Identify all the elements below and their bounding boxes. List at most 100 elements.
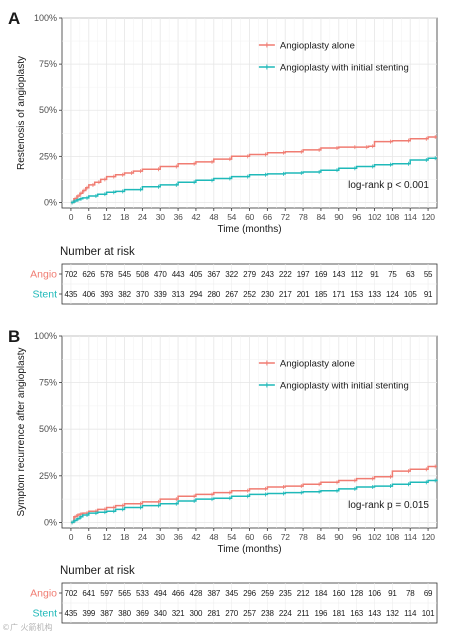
risk-value: 171 — [332, 290, 345, 299]
risk-value: 382 — [118, 290, 131, 299]
x-tick-label: 42 — [191, 212, 200, 222]
legend-label: Angioplasty alone — [280, 41, 355, 52]
x-tick-label: 72 — [281, 212, 290, 222]
risk-value: 105 — [404, 290, 417, 299]
x-tick-label: 60 — [245, 212, 254, 222]
x-tick-label: 0 — [69, 532, 74, 542]
x-tick-label: 12 — [102, 532, 111, 542]
x-tick-label: 36 — [174, 532, 183, 542]
y-tick-label: 25% — [39, 471, 57, 481]
x-tick-label: 24 — [138, 212, 147, 222]
series-line-angioplasty-stenting — [70, 157, 437, 204]
x-tick-label: 18 — [120, 532, 129, 542]
risk-row-label: Stent — [32, 289, 57, 301]
x-tick-label: 72 — [281, 532, 290, 542]
y-axis-title: Restenosis of angioplasty — [16, 56, 27, 170]
risk-value: 143 — [368, 609, 381, 618]
risk-value: 296 — [243, 589, 256, 598]
risk-value: 222 — [279, 270, 292, 279]
legend-label: Angioplasty with initial stenting — [280, 381, 409, 392]
risk-value: 114 — [404, 609, 417, 618]
risk-value: 300 — [190, 609, 203, 618]
risk-value: 217 — [279, 290, 292, 299]
risk-value: 321 — [172, 609, 185, 618]
risk-value: 196 — [315, 609, 328, 618]
risk-value: 133 — [368, 290, 381, 299]
risk-value: 224 — [279, 609, 292, 618]
x-tick-label: 114 — [404, 212, 417, 222]
x-tick-label: 48 — [209, 532, 218, 542]
x-axis-title: Time (months) — [217, 544, 281, 555]
risk-value: 91 — [424, 290, 433, 299]
risk-value: 163 — [350, 609, 363, 618]
risk-value: 91 — [388, 589, 397, 598]
series-line-angioplasty-alone — [70, 136, 437, 204]
risk-value: 545 — [118, 270, 131, 279]
x-tick-label: 84 — [316, 212, 325, 222]
gridlines — [62, 335, 437, 528]
x-tick-label: 84 — [316, 532, 325, 542]
risk-value: 597 — [100, 589, 113, 598]
x-tick-label: 18 — [120, 212, 129, 222]
risk-value: 75 — [388, 270, 397, 279]
risk-row-label: Stent — [32, 608, 57, 620]
x-tick-label: 0 — [69, 212, 74, 222]
x-axis-title: Time (months) — [217, 224, 281, 235]
risk-value: 294 — [190, 290, 203, 299]
risk-value: 435 — [65, 290, 78, 299]
risk-value: 69 — [424, 589, 433, 598]
risk-value: 313 — [172, 290, 185, 299]
x-tick-label: 24 — [138, 532, 147, 542]
risk-value: 169 — [315, 270, 328, 279]
x-tick-label: 102 — [368, 532, 382, 542]
x-tick-label: 96 — [352, 532, 361, 542]
legend-label: Angioplasty alone — [280, 359, 355, 370]
risk-value: 367 — [207, 270, 220, 279]
x-tick-label: 54 — [227, 532, 236, 542]
y-tick-label: 0% — [44, 197, 57, 207]
panel-a: 0 6 12 18 24 30 36 42 48 54 60 66 72 78 84 90 96 102 108 11… — [8, 9, 438, 305]
gridlines — [62, 17, 437, 208]
risk-value: 63 — [406, 270, 415, 279]
risk-value: 387 — [207, 589, 220, 598]
risk-value: 243 — [261, 270, 274, 279]
risk-value: 112 — [351, 270, 364, 279]
risk-value: 405 — [190, 270, 203, 279]
risk-value: 55 — [424, 270, 433, 279]
risk-table-title: Number at risk — [60, 246, 135, 258]
x-tick-label: 30 — [156, 532, 165, 542]
risk-value: 466 — [172, 589, 185, 598]
panel-label: B — [8, 327, 20, 346]
panel-b: 0 6 12 18 24 30 36 42 48 54 60 66 72 78 84 90 96 102 108 11… — [8, 327, 438, 624]
x-tick-label: 66 — [263, 212, 272, 222]
x-tick-label: 60 — [245, 532, 254, 542]
x-tick-label: 90 — [334, 212, 343, 222]
risk-value: 345 — [225, 589, 238, 598]
risk-value: 435 — [65, 609, 78, 618]
risk-value: 702 — [65, 270, 78, 279]
y-tick-label: 75% — [39, 59, 57, 69]
risk-value: 443 — [172, 270, 185, 279]
x-tick-label: 36 — [174, 212, 183, 222]
risk-value: 91 — [370, 270, 379, 279]
x-tick-label: 6 — [87, 532, 92, 542]
risk-value: 641 — [82, 589, 95, 598]
risk-value: 270 — [225, 609, 238, 618]
y-tick-label: 100% — [34, 331, 57, 341]
x-tick-label: 48 — [209, 212, 218, 222]
legend-label: Angioplasty with initial stenting — [280, 63, 409, 74]
risk-value: 101 — [422, 609, 435, 618]
risk-value: 393 — [100, 290, 113, 299]
risk-value: 508 — [136, 270, 149, 279]
risk-value: 281 — [207, 609, 220, 618]
risk-value: 78 — [406, 589, 415, 598]
y-axis-title: Symptom recurrence after angioplasty — [16, 348, 27, 517]
risk-value: 565 — [118, 589, 131, 598]
risk-value: 124 — [386, 290, 399, 299]
risk-table-title: Number at risk — [60, 565, 135, 577]
risk-value: 181 — [332, 609, 345, 618]
x-tick-label: 102 — [368, 212, 382, 222]
risk-value: 252 — [243, 290, 256, 299]
x-tick-label: 6 — [87, 212, 92, 222]
